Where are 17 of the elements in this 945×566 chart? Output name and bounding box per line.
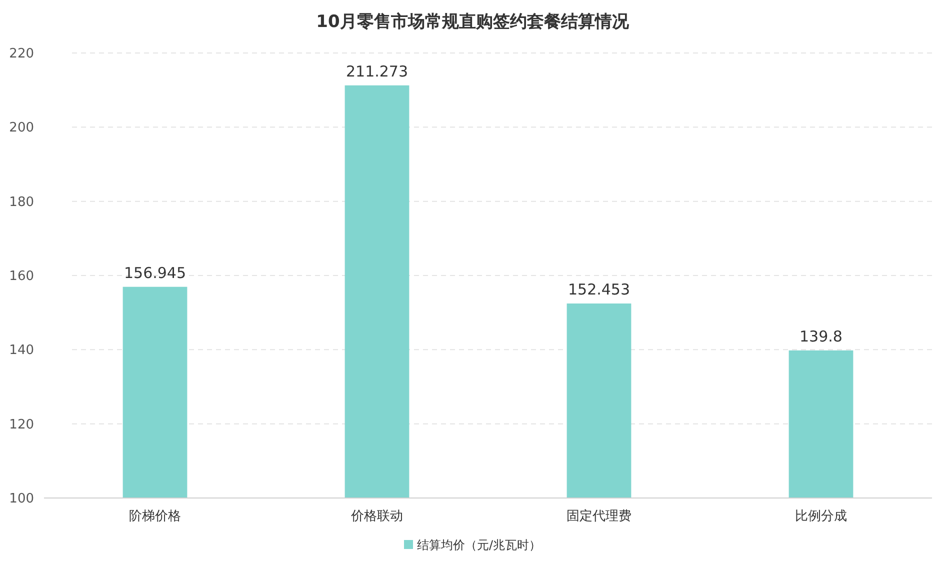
x-tick-label: 固定代理费: [566, 509, 632, 524]
chart-title: 10月零售市场常规直购签约套餐结算情况: [316, 12, 630, 32]
y-tick-label: 120: [9, 417, 34, 432]
y-tick-label: 200: [9, 120, 34, 136]
y-tick-label: 220: [9, 46, 34, 62]
x-tick-label: 价格联动: [350, 509, 403, 524]
y-tick-label: 100: [9, 492, 34, 507]
data-label: 152.453: [568, 280, 630, 298]
y-tick-label: 160: [9, 269, 34, 284]
x-tick-label: 阶梯价格: [129, 509, 181, 524]
legend-label: 结算均价（元/兆瓦时）: [417, 538, 542, 552]
y-tick-label: 140: [9, 343, 34, 358]
data-label: 156.945: [124, 264, 186, 282]
data-label: 211.273: [346, 62, 408, 80]
y-tick-label: 180: [9, 194, 34, 210]
x-tick-label: 比例分成: [795, 509, 847, 524]
data-label: 139.8: [800, 327, 842, 346]
